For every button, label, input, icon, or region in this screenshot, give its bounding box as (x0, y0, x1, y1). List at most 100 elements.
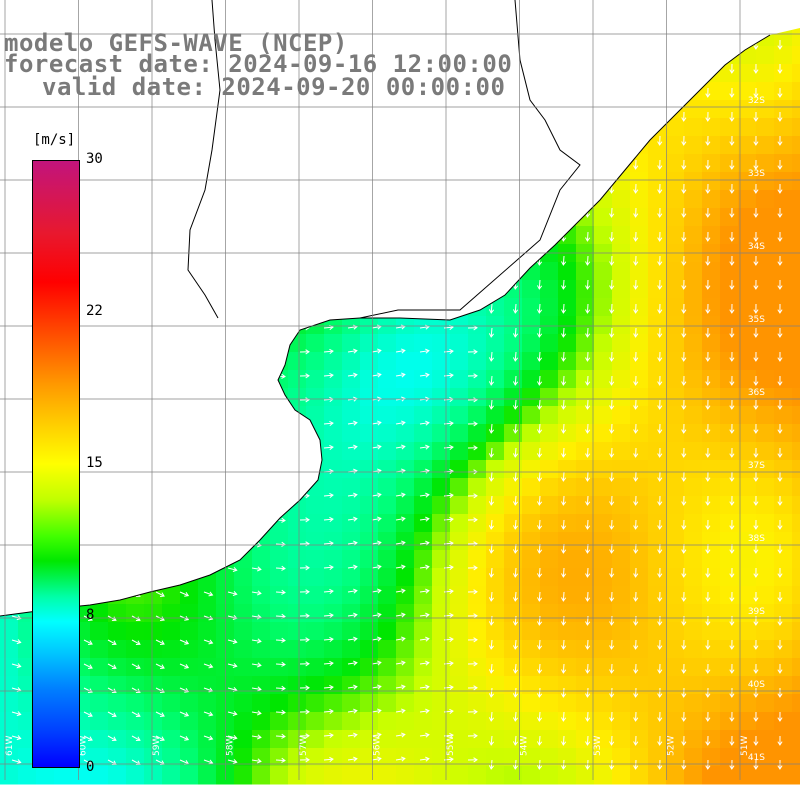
speed-cell (504, 712, 523, 731)
wind-arrow (538, 351, 541, 362)
speed-cell (504, 532, 523, 551)
speed-cell (666, 622, 685, 641)
wind-arrow (586, 759, 589, 770)
speed-cell (342, 442, 361, 461)
wind-arrowhead (705, 237, 711, 242)
speed-cell (306, 658, 325, 677)
speed-cell (180, 604, 199, 623)
speed-cell (504, 568, 523, 587)
speed-cell (540, 514, 559, 533)
speed-cell (630, 406, 649, 425)
speed-cell (360, 586, 379, 605)
wind-arrowhead (376, 636, 382, 642)
wind-arrow (323, 518, 334, 521)
speed-cell (540, 406, 559, 425)
wind-arrowhead (425, 348, 430, 354)
speed-cell (612, 712, 631, 731)
speed-cell (774, 82, 793, 101)
speed-cell (702, 676, 721, 695)
speed-cell (324, 568, 343, 587)
wind-arrow (323, 566, 334, 569)
wind-arrow (179, 711, 189, 717)
speed-cell (450, 532, 469, 551)
wind-arrow (538, 519, 541, 530)
wind-arrowhead (753, 309, 759, 314)
wind-arrowhead (585, 381, 591, 386)
wind-arrow (395, 517, 405, 521)
speed-cell (774, 622, 793, 641)
wind-arrowhead (329, 708, 334, 714)
speed-cell (504, 406, 523, 425)
speed-cell (720, 190, 739, 209)
speed-cell (324, 514, 343, 533)
wind-arrowhead (353, 516, 358, 522)
speed-cell (738, 280, 757, 299)
speed-cell (432, 406, 451, 425)
speed-cell (648, 154, 667, 173)
speed-cell (396, 694, 415, 713)
speed-cell (630, 604, 649, 623)
speed-cell (558, 586, 577, 605)
speed-cell (324, 640, 343, 659)
speed-cell (684, 604, 703, 623)
speed-cell (342, 478, 361, 497)
speed-cell (378, 658, 397, 677)
wind-arrow (443, 734, 454, 737)
wind-arrow (514, 471, 517, 482)
speed-cell (144, 748, 163, 767)
speed-cell (558, 640, 577, 659)
wind-arrowhead (609, 741, 615, 746)
wind-arrow (490, 375, 493, 386)
wind-arrow (395, 493, 405, 497)
wind-arrowhead (657, 669, 663, 674)
speed-cell (648, 388, 667, 407)
speed-cell (576, 334, 595, 353)
speed-cell (594, 532, 613, 551)
speed-cell (90, 694, 109, 713)
wind-arrowhead (609, 453, 615, 458)
speed-cell (504, 640, 523, 659)
speed-cell (702, 190, 721, 209)
wind-arrow (227, 759, 237, 763)
speed-cell (522, 406, 541, 425)
wind-arrowhead (281, 565, 286, 571)
speed-cell (648, 748, 667, 767)
wind-arrow (11, 687, 21, 691)
wind-arrow (227, 735, 237, 739)
wind-arrow (443, 374, 454, 377)
wind-arrow (514, 375, 517, 386)
lat-label: 33S (748, 169, 765, 179)
wind-arrow (443, 446, 454, 449)
wind-arrowhead (657, 717, 663, 722)
wind-arrow (443, 542, 454, 545)
wind-arrowhead (329, 492, 334, 498)
speed-cell (522, 712, 541, 731)
wind-arrow (490, 759, 493, 770)
wind-arrow (203, 639, 213, 644)
speed-cell (702, 640, 721, 659)
speed-cell (738, 424, 757, 443)
wind-arrowhead (633, 237, 639, 242)
speed-cell (756, 640, 775, 659)
speed-cell (594, 406, 613, 425)
wind-arrow (155, 639, 165, 645)
speed-cell (558, 442, 577, 461)
wind-arrowhead (305, 709, 310, 715)
speed-cell (342, 640, 361, 659)
speed-cell (612, 532, 631, 551)
speed-cell (666, 442, 685, 461)
speed-cell (378, 604, 397, 623)
speed-cell (18, 694, 37, 713)
speed-cell (666, 208, 685, 227)
speed-cell (144, 694, 163, 713)
speed-cell (702, 496, 721, 515)
speed-cell (270, 712, 289, 731)
wind-arrowhead (353, 636, 358, 642)
speed-cell (756, 460, 775, 479)
speed-cell (720, 424, 739, 443)
speed-cell (612, 280, 631, 299)
speed-cell (414, 316, 433, 335)
wind-arrowhead (657, 141, 663, 146)
wind-arrow (514, 303, 517, 314)
lon-labels: 61W 60W 59W 58W 57W 56W 55W 54W 53W 52W 51W (5, 736, 750, 756)
